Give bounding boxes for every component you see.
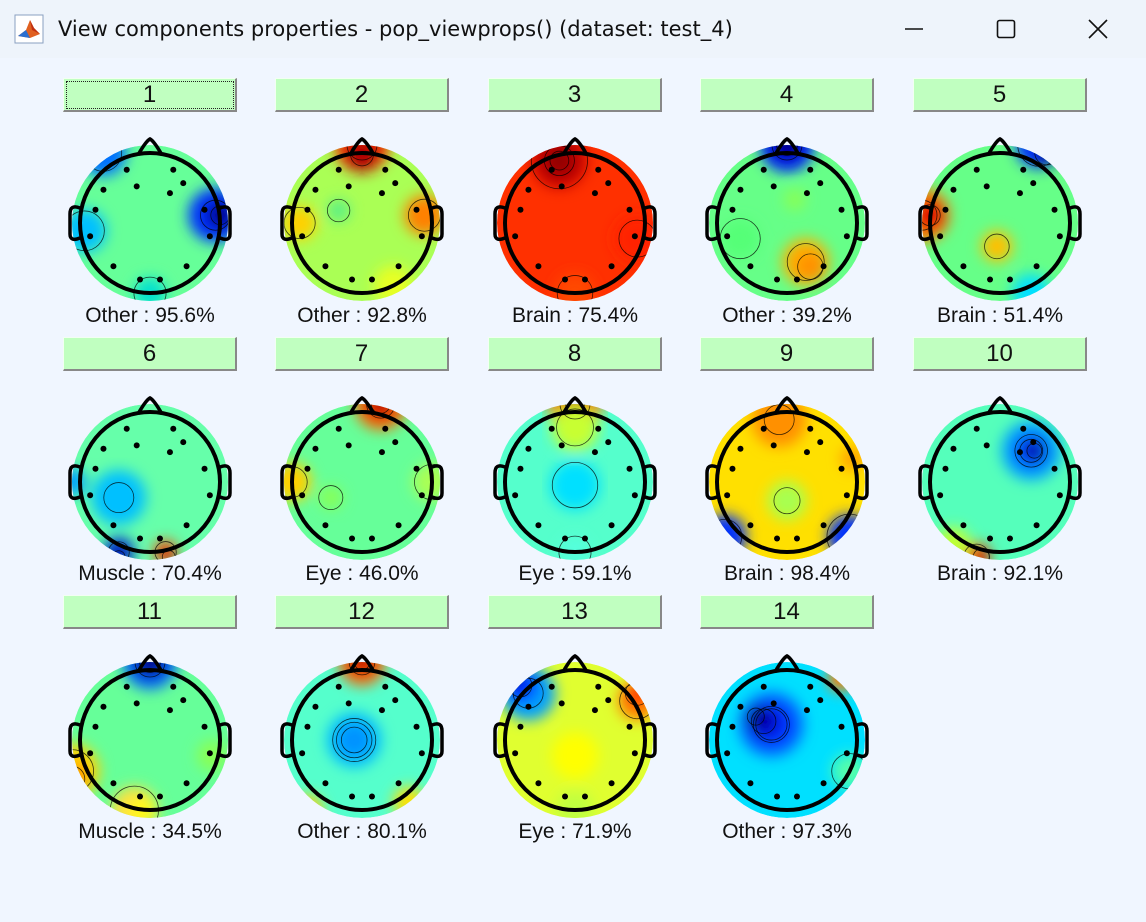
topoplot-6[interactable] [65,394,235,564]
component-label-14: Other : 97.3% [722,820,852,843]
component-label-3: Brain : 75.4% [511,304,639,327]
matlab-icon [14,14,44,44]
topoplot-11[interactable] [65,652,235,822]
topoplot-5[interactable] [915,135,1085,305]
component-label-11: Muscle : 34.5% [78,820,222,843]
topoplot-7[interactable] [277,394,447,564]
component-label-13: Eye : 71.9% [518,820,632,843]
component-button-5[interactable]: 5 [913,78,1087,112]
minimize-icon [905,28,923,30]
component-label-8: Eye : 59.1% [518,562,632,585]
components-grid: 1 Other : 95.6% 2 Other : 92.8% 3 Brain : 75.… [0,58,1146,922]
component-button-12[interactable]: 12 [275,595,449,629]
component-label-9: Brain : 98.4% [723,562,851,585]
component-label-1: Other : 95.6% [85,304,215,327]
component-button-14[interactable]: 14 [700,595,874,629]
topoplot-1[interactable] [65,135,235,305]
topoplot-12[interactable] [277,652,447,822]
maximize-icon [996,19,1016,39]
component-label-2: Other : 92.8% [297,304,427,327]
topoplot-4[interactable] [702,135,872,305]
close-button[interactable] [1052,0,1144,58]
component-button-10[interactable]: 10 [913,337,1087,371]
component-button-3[interactable]: 3 [488,78,662,112]
topoplot-10[interactable] [915,394,1085,564]
component-button-7[interactable]: 7 [275,337,449,371]
component-button-13[interactable]: 13 [488,595,662,629]
component-button-9[interactable]: 9 [700,337,874,371]
component-button-4[interactable]: 4 [700,78,874,112]
window-title: View components properties - pop_viewpro… [58,17,733,41]
component-button-8[interactable]: 8 [488,337,662,371]
component-label-12: Other : 80.1% [297,820,427,843]
maximize-button[interactable] [960,0,1052,58]
topoplot-9[interactable] [702,394,872,564]
component-button-11[interactable]: 11 [63,595,237,629]
component-label-6: Muscle : 70.4% [78,562,222,585]
title-bar[interactable]: View components properties - pop_viewpro… [0,0,1146,58]
component-button-6[interactable]: 6 [63,337,237,371]
topoplot-2[interactable] [277,135,447,305]
minimize-button[interactable] [868,0,960,58]
topoplot-3[interactable] [490,135,660,305]
close-icon [1088,19,1108,39]
component-label-7: Eye : 46.0% [305,562,419,585]
topoplot-13[interactable] [490,652,660,822]
component-label-4: Other : 39.2% [722,304,852,327]
component-button-2[interactable]: 2 [275,78,449,112]
component-label-5: Brain : 51.4% [936,304,1064,327]
topoplot-14[interactable] [702,652,872,822]
component-label-10: Brain : 92.1% [936,562,1064,585]
component-button-1[interactable]: 1 [63,78,237,112]
topoplot-8[interactable] [490,394,660,564]
